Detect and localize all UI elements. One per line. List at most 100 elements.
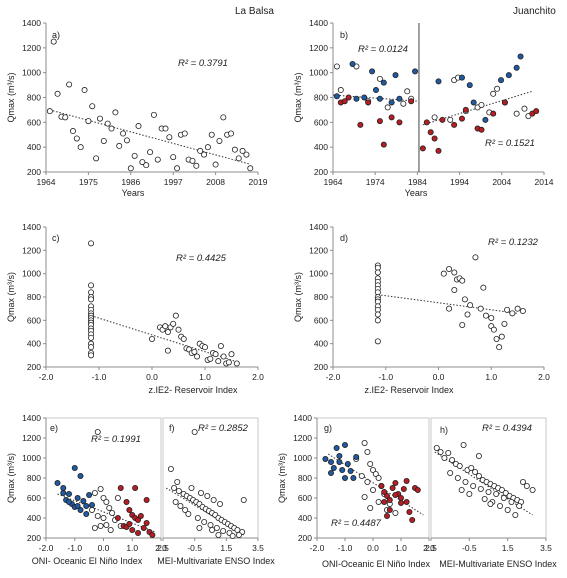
y-tick-label: 800 <box>314 93 328 103</box>
data-point <box>480 284 487 291</box>
data-point <box>100 137 107 144</box>
y-axis-title: Qmax (m³/s) <box>6 453 16 503</box>
data-point <box>107 527 114 534</box>
data-point <box>496 344 503 351</box>
data-point <box>481 495 488 502</box>
y-tick-label: 1400 <box>22 413 41 423</box>
data-point <box>336 452 343 459</box>
r-squared-annotation: R² = 0.4425 <box>176 253 227 264</box>
r-squared-annotation: R² = 0.1991 <box>91 434 141 445</box>
data-point <box>196 525 203 532</box>
x-tick-label: 1.0 <box>199 372 211 382</box>
data-point <box>470 482 477 489</box>
y-tick-label: 1400 <box>22 222 41 232</box>
data-point <box>88 352 95 359</box>
x-tick-label: 1.5 <box>220 543 232 553</box>
data-point <box>353 453 360 460</box>
y-tick-label: 1000 <box>22 453 41 463</box>
data-point <box>216 500 223 507</box>
data-point <box>94 428 101 435</box>
data-point <box>482 116 489 123</box>
data-point <box>414 486 421 493</box>
data-point <box>431 114 438 121</box>
data-point <box>388 99 395 106</box>
data-point <box>217 342 224 349</box>
data-point <box>215 358 222 365</box>
y-tick-label: 600 <box>314 315 328 325</box>
r-squared-annotation: R² = 0.1232 <box>488 237 539 248</box>
station-label-la-balsa: La Balsa <box>235 6 274 17</box>
data-point <box>143 520 150 527</box>
r-squared-annotation: R² = 0.0124 <box>358 44 408 55</box>
data-point <box>114 515 121 522</box>
trend-line <box>434 451 533 516</box>
data-point <box>77 144 84 151</box>
data-point <box>88 282 95 289</box>
data-point <box>519 307 526 314</box>
y-axis-title: Qmax (m³/s) <box>277 453 287 503</box>
y-tick-label: 1400 <box>309 222 328 232</box>
data-point <box>459 321 466 328</box>
x-tick-label: 2.5 <box>157 543 169 553</box>
data-point <box>194 353 201 360</box>
data-point <box>490 326 497 333</box>
data-point <box>408 98 415 105</box>
data-point <box>466 490 473 497</box>
data-point <box>349 60 356 67</box>
data-point <box>208 131 215 138</box>
data-point <box>88 296 95 303</box>
data-point <box>493 335 500 342</box>
y-tick-label: 400 <box>27 142 41 152</box>
data-point <box>374 317 381 324</box>
x-tick-label: 1994 <box>450 177 469 187</box>
data-point <box>77 506 84 513</box>
data-point <box>114 494 121 501</box>
panel-label: b) <box>340 30 348 40</box>
panel-a: 1964 1975 1986 1997 2008 2019 200 400 600 800 1000… <box>6 18 268 198</box>
data-point <box>435 78 442 85</box>
data-point <box>400 485 407 492</box>
data-point <box>400 100 407 107</box>
data-point <box>350 474 357 481</box>
y-tick-label: 200 <box>298 533 312 543</box>
panel-c: -2.0 -1.0 0.0 1.0 2.0 200 400 600 800 1000 1200 140… <box>6 222 264 395</box>
data-point <box>512 512 519 519</box>
y-tick-label: 1200 <box>293 433 312 443</box>
data-point <box>446 265 453 272</box>
data-point <box>482 312 489 319</box>
data-point <box>229 533 236 540</box>
data-point <box>103 498 110 505</box>
data-point <box>201 344 208 351</box>
data-point <box>175 487 182 494</box>
data-point <box>243 151 250 158</box>
data-point <box>170 154 177 161</box>
data-point <box>477 305 484 312</box>
data-point <box>180 335 187 342</box>
r-squared-annotation: R² = 0.1521 <box>485 138 535 149</box>
data-point <box>364 448 371 455</box>
panel-label: g) <box>324 423 332 433</box>
data-point <box>207 355 214 362</box>
y-tick-label: 400 <box>27 513 41 523</box>
data-point <box>404 88 411 95</box>
data-point <box>364 478 371 485</box>
y-axis-title: Qmax (m³/s) <box>6 73 16 123</box>
x-tick-label: -0.5 <box>187 543 202 553</box>
trend-line <box>90 315 237 363</box>
data-point <box>431 135 438 142</box>
data-point <box>397 494 404 501</box>
data-point <box>322 455 329 462</box>
data-point <box>66 490 73 497</box>
data-point <box>191 348 198 355</box>
data-point <box>504 306 511 313</box>
x-tick-label: 1986 <box>121 177 140 187</box>
x-tick-label: 2.0 <box>252 372 264 382</box>
data-point <box>127 165 134 172</box>
data-point <box>231 146 238 153</box>
data-point <box>204 144 211 151</box>
data-point <box>372 470 379 477</box>
x-tick-label: 2.0 <box>423 543 435 553</box>
data-point <box>439 116 446 123</box>
y-tick-label: 1000 <box>309 68 328 78</box>
data-point <box>239 147 246 154</box>
